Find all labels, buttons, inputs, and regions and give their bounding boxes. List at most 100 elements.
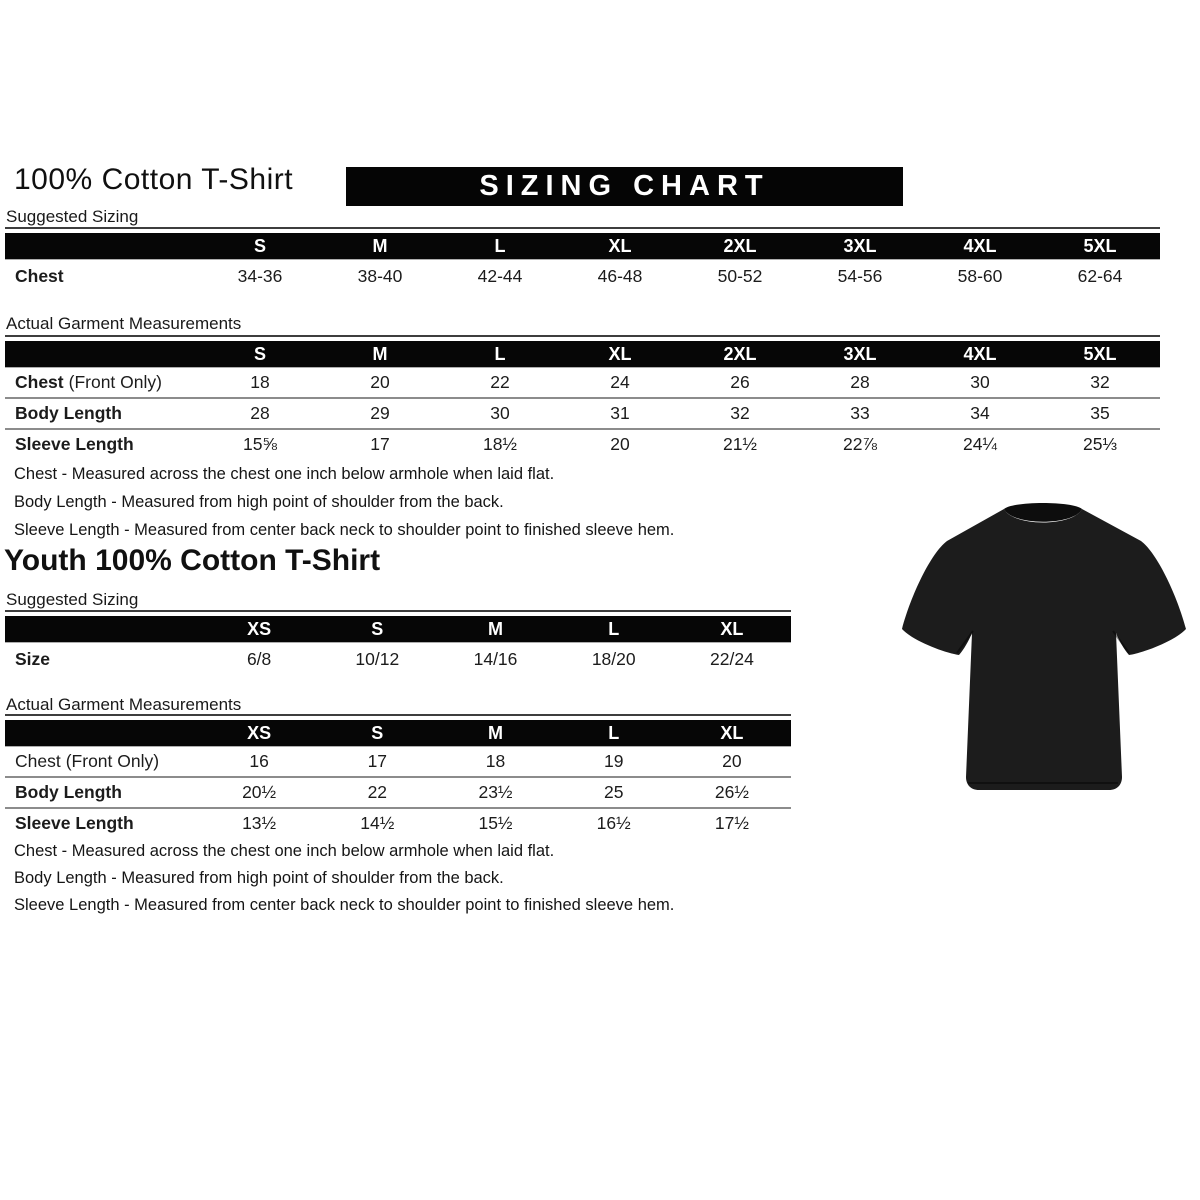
- table-header-row: S M L XL 2XL 3XL 4XL 5XL: [5, 233, 1160, 259]
- table-cell: 18: [250, 372, 270, 392]
- table-cell: 22/24: [710, 648, 754, 669]
- row-label: Body Length: [15, 403, 122, 423]
- tshirt-image: [902, 503, 1186, 790]
- table-cell: 24: [610, 372, 630, 392]
- table-cell: 19: [603, 751, 624, 771]
- column-header-xl: XL: [608, 343, 632, 364]
- table-cell: 25: [603, 782, 624, 802]
- table-row-chest: Chest 34-36 38-40 42-44 46-48 50-52 54-5…: [5, 259, 1160, 292]
- column-header-3xl: 3XL: [843, 343, 877, 364]
- row-label: Chest (Front Only): [5, 751, 200, 772]
- column-header-4xl: 4XL: [963, 343, 997, 364]
- column-header-xl: XL: [720, 618, 744, 639]
- table-row-sleeve-length: Sleeve Length 15⅝ 17 18½ 20 21½ 22⅞ 24¼ …: [5, 428, 1160, 459]
- row-label: Size: [15, 648, 51, 669]
- table-cell: 17: [367, 751, 388, 771]
- tshirt-body-shape: [902, 509, 1186, 790]
- table-row-size: Size 6/8 10/12 14/16 18/20 22/24: [5, 642, 791, 675]
- column-header-l: L: [494, 343, 506, 364]
- column-header-xs: XS: [247, 722, 272, 743]
- table-cell: 15⅝: [242, 434, 278, 454]
- table-cell: 13½: [242, 813, 277, 833]
- adult-actual-measurements-table: S M L XL 2XL 3XL 4XL 5XL Chest (Front Onl…: [5, 335, 1160, 459]
- table-cell: 20: [722, 751, 742, 771]
- youth-actual-measurements-table: XS S M L XL Chest (Front Only) 16 17 18 1…: [5, 714, 791, 838]
- table-cell: 18½: [482, 434, 518, 454]
- table-cell: 32: [730, 403, 750, 423]
- youth-suggested-sizing-label: Suggested Sizing: [6, 590, 139, 609]
- table-cell: 28: [250, 403, 270, 423]
- table-row-chest: Chest (Front Only) 18 20 22 24 26 28 30 3…: [5, 367, 1160, 397]
- youth-section-title: Youth 100% Cotton T-Shirt: [4, 544, 381, 577]
- column-header-4xl: 4XL: [963, 235, 997, 256]
- column-header-3xl: 3XL: [843, 235, 877, 256]
- tshirt-collar-shape: [1004, 503, 1082, 522]
- note-sleeve-length: Sleeve Length - Measured from center bac…: [14, 896, 675, 914]
- column-header-2xl: 2XL: [723, 343, 757, 364]
- table-cell: 17½: [714, 813, 749, 833]
- table-cell: 22⅞: [842, 434, 878, 454]
- note-chest: Chest - Measured across the chest one in…: [14, 465, 555, 483]
- table-top-rule: [5, 610, 791, 612]
- adult-suggested-sizing-label: Suggested Sizing: [6, 207, 139, 226]
- table-cell: 16: [249, 751, 269, 771]
- row-label-suffix: (Front Only): [68, 372, 162, 392]
- table-cell: 20½: [242, 782, 277, 802]
- column-header-5xl: 5XL: [1083, 235, 1117, 256]
- table-cell: 34: [970, 403, 990, 423]
- table-cell: 28: [850, 372, 870, 392]
- table-cell: 31: [610, 403, 630, 423]
- table-cell: 24¼: [962, 434, 998, 454]
- row-label: Sleeve Length: [15, 434, 134, 454]
- youth-actual-measurements-label: Actual Garment Measurements: [6, 695, 242, 714]
- row-label: Body Length: [15, 782, 122, 802]
- table-cell: 20: [370, 372, 390, 392]
- row-label: Sleeve Length: [15, 813, 134, 833]
- row-label: Chest (Front Only): [5, 372, 200, 393]
- note-chest: Chest - Measured across the chest one in…: [14, 842, 555, 860]
- table-row-sleeve-length: Sleeve Length 13½ 14½ 15½ 16½ 17½: [5, 807, 791, 838]
- youth-suggested-sizing-table: XS S M L XL Size 6/8 10/12 14/16 18/20 2…: [5, 610, 791, 675]
- column-header-s: S: [253, 235, 266, 256]
- youth-measurement-notes: Chest - Measured across the chest one in…: [14, 838, 674, 919]
- table-top-rule: [5, 714, 791, 716]
- column-header-s: S: [371, 618, 384, 639]
- table-header-row: S M L XL 2XL 3XL 4XL 5XL: [5, 341, 1160, 367]
- sizing-chart-banner-label: SIZING CHART: [479, 170, 770, 202]
- table-cell: 23½: [478, 782, 513, 802]
- table-cell: 38-40: [357, 265, 403, 286]
- table-cell: 54-56: [837, 265, 883, 286]
- column-header-m: M: [488, 618, 503, 639]
- table-header-row: XS S M L XL: [5, 720, 791, 746]
- table-header-row: XS S M L XL: [5, 616, 791, 642]
- adult-actual-measurements-label: Actual Garment Measurements: [6, 314, 242, 333]
- table-cell: 33: [850, 403, 870, 423]
- column-header-xl: XL: [720, 722, 744, 743]
- table-cell: 18/20: [591, 648, 636, 669]
- table-cell: 29: [370, 403, 390, 423]
- table-row-chest: Chest (Front Only) 16 17 18 19 20: [5, 746, 791, 776]
- table-cell: 6/8: [246, 648, 272, 669]
- table-cell: 17: [370, 434, 390, 454]
- table-cell: 18: [485, 751, 506, 771]
- note-sleeve-length: Sleeve Length - Measured from center bac…: [14, 521, 675, 539]
- table-top-rule: [5, 227, 1160, 229]
- table-cell: 50-52: [717, 265, 763, 286]
- table-cell: 14/16: [473, 648, 518, 669]
- note-body-length: Body Length - Measured from high point o…: [14, 493, 504, 511]
- table-cell: 14½: [360, 813, 395, 833]
- table-cell: 30: [970, 372, 990, 392]
- column-header-s: S: [253, 343, 266, 364]
- adult-measurement-notes: Chest - Measured across the chest one in…: [14, 460, 674, 544]
- table-cell: 35: [1090, 403, 1110, 423]
- table-row-body-length: Body Length 28 29 30 31 32 33 34 35: [5, 397, 1160, 428]
- column-header-2xl: 2XL: [723, 235, 757, 256]
- page-title: 100% Cotton T-Shirt: [14, 163, 294, 196]
- column-header-l: L: [494, 235, 506, 256]
- table-cell: 22: [490, 372, 510, 392]
- table-cell: 25⅓: [1082, 434, 1118, 454]
- column-header-m: M: [488, 722, 503, 743]
- column-header-m: M: [372, 235, 388, 256]
- column-header-l: L: [608, 722, 620, 743]
- row-label-main: Chest: [15, 751, 61, 771]
